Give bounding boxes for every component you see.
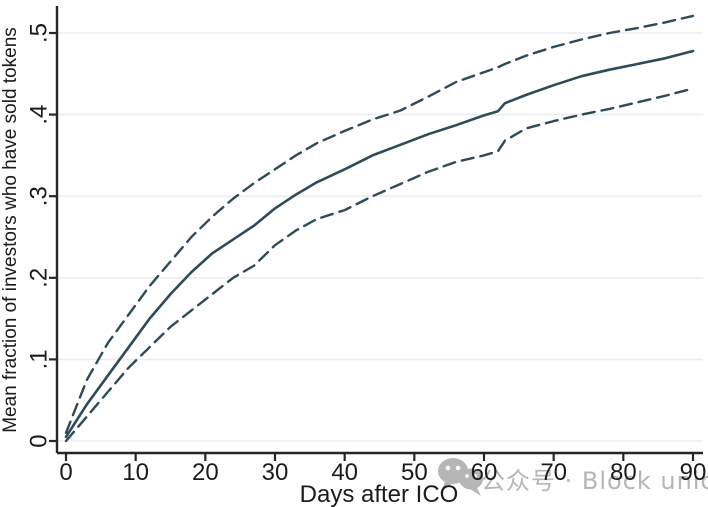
wechat-icon (438, 458, 483, 496)
watermark-text: 公众号 · Block unicorn (481, 467, 708, 495)
y-tick-label: .5 (25, 23, 52, 43)
x-tick-label: 70 (540, 459, 567, 486)
y-tick-label: .2 (25, 268, 52, 288)
series-lines (64, 14, 695, 443)
y-tick-label: .4 (25, 105, 52, 125)
watermark: 公众号 · Block unicorn (438, 458, 708, 496)
x-tick-label: 30 (262, 459, 289, 486)
series-lower-confidence-band (64, 87, 695, 443)
x-tick-label: 80 (610, 459, 637, 486)
y-tick-label: 0 (25, 434, 52, 447)
x-tick-label: 50 (401, 459, 428, 486)
x-tick-label: 20 (192, 459, 219, 486)
gridlines (57, 32, 703, 442)
x-tick-label: 60 (471, 459, 498, 486)
y-tick-label: .1 (25, 349, 52, 369)
x-tick-label: 10 (122, 459, 149, 486)
x-tick-label: 90 (680, 459, 707, 486)
series-mean (64, 49, 695, 439)
axes (49, 6, 703, 461)
tick-labels: 0 .1 .2 .3 .4 .5 0 10 20 30 40 50 60 70 80 90 (25, 23, 706, 486)
series-upper-confidence-band (64, 14, 695, 434)
x-tick-label: 40 (331, 459, 358, 486)
x-axis-title: Days after ICO (300, 481, 459, 507)
x-tick-label: 0 (59, 459, 72, 486)
y-axis-title: Mean fraction of investors who have sold… (0, 27, 21, 433)
y-tick-label: .3 (25, 186, 52, 206)
